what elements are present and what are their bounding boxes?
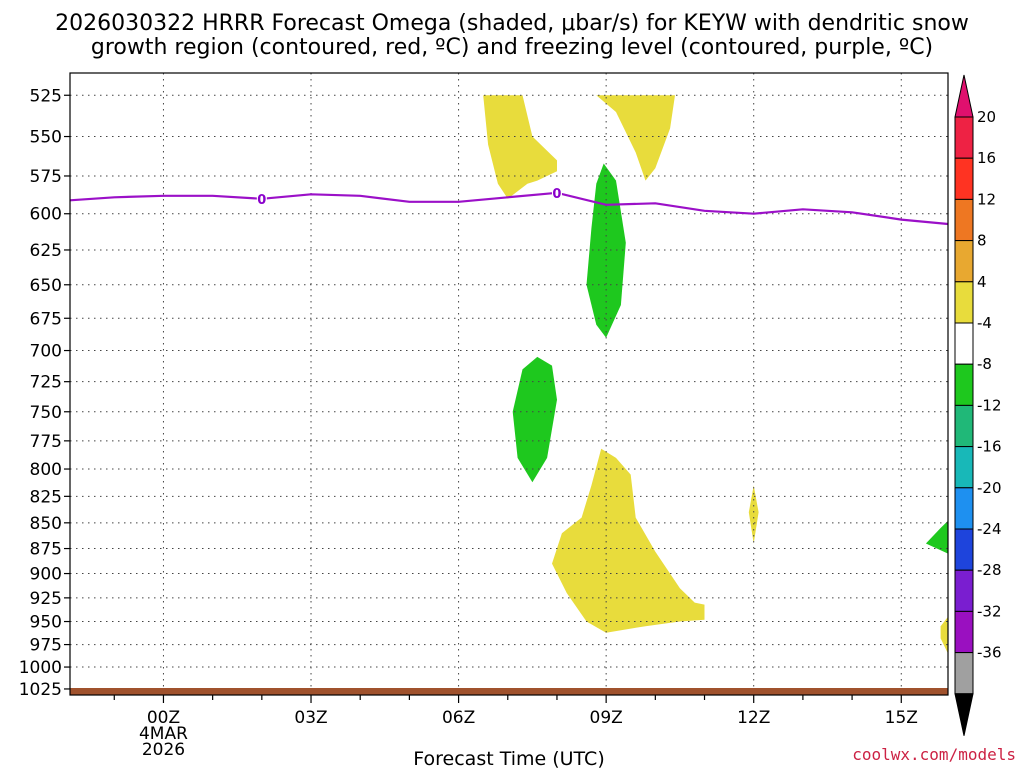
plot-frame	[69, 72, 949, 696]
freezing-label-0: 0	[257, 193, 266, 208]
colorbar-swatch-5	[954, 322, 974, 365]
colorbar-tick-0: 20	[977, 108, 996, 126]
omega-region-yellow-right-edge	[940, 616, 948, 654]
surface-bar	[70, 688, 948, 695]
x-year-label: 2026	[142, 740, 185, 760]
colorbar-tick-13: -36	[977, 644, 1002, 662]
omega-region-green-right-edge	[925, 520, 948, 554]
colorbar-tick-5: -4	[977, 314, 992, 332]
colorbar-swatch-11	[954, 569, 974, 612]
y-tick-label-875: 875	[30, 540, 62, 560]
x-date-label: 4MAR	[139, 724, 188, 744]
y-tick-label-975: 975	[30, 636, 62, 656]
colorbar-swatch-2	[954, 198, 974, 242]
omega-region-yellow-upper	[483, 95, 557, 199]
y-tick-label-700: 700	[30, 342, 62, 362]
chart-title-line2: growth region (contoured, red, ºC) and f…	[91, 35, 933, 60]
y-tick-label-650: 650	[30, 276, 62, 296]
x-axis-label: Forecast Time (UTC)	[413, 748, 604, 768]
colorbar-swatch-10	[954, 528, 974, 571]
omega-region-green-mid	[512, 356, 557, 483]
y-tick-label-550: 550	[30, 128, 62, 148]
y-tick-label-525: 525	[30, 86, 62, 106]
colorbar-tick-10: -24	[977, 520, 1002, 538]
omega-region-yellow-lower	[552, 448, 705, 633]
x-tick-label-03Z: 03Z	[294, 708, 327, 728]
colorbar-tick-11: -28	[977, 561, 1002, 579]
credit-text: coolwx.com/models	[852, 745, 1016, 764]
omega-region-yellow-upper-right	[596, 95, 675, 181]
colorbar-swatch-8	[954, 446, 974, 489]
y-tick-label-1025: 1025	[19, 680, 62, 700]
x-tick-label-06Z: 06Z	[442, 708, 475, 728]
x-tick-label-00Z: 00Z	[147, 708, 180, 728]
y-tick-label-950: 950	[30, 613, 62, 633]
colorbar-legend: 20 16 12 8 4 -4 -8 -12 -16 -20 -24 -28 -32 -36	[954, 74, 1002, 736]
colorbar-swatch-13	[954, 652, 974, 695]
omega-shaded-regions	[483, 95, 948, 654]
surface-ground-bar	[70, 688, 948, 695]
freezing-label-1: 0	[552, 187, 561, 202]
colorbar-tick-3: 8	[977, 232, 987, 250]
colorbar-swatch-4	[954, 281, 974, 324]
grid-lines	[70, 73, 948, 695]
colorbar-swatch-0	[954, 116, 974, 159]
y-tick-label-900: 900	[30, 565, 62, 585]
freezing-label-bg-0	[256, 190, 267, 206]
y-tick-label-775: 775	[30, 432, 62, 452]
colorbar-tick-9: -20	[977, 479, 1002, 497]
colorbar-tick-7: -12	[977, 396, 1002, 414]
colorbar-bottom-arrow	[954, 693, 974, 736]
y-tick-label-675: 675	[30, 309, 62, 329]
freezing-level-line	[69, 191, 949, 226]
y-tick-label-625: 625	[30, 241, 62, 261]
colorbar-tick-8: -16	[977, 438, 1002, 456]
x-tick-label-09Z: 09Z	[590, 708, 623, 728]
colorbar-tick-2: 12	[977, 190, 996, 208]
colorbar-tick-1: 16	[977, 149, 996, 167]
y-tick-label-725: 725	[30, 373, 62, 393]
y-tick-label-1000: 1000	[19, 658, 62, 678]
colorbar-tick-12: -32	[977, 602, 1002, 620]
colorbar-swatch-6	[954, 363, 974, 406]
y-tick-label-825: 825	[30, 487, 62, 507]
colorbar-swatch-7	[954, 404, 974, 448]
y-tick-label-750: 750	[30, 403, 62, 423]
colorbar-tick-4: 4	[977, 273, 987, 291]
x-tick-label-15Z: 15Z	[885, 708, 918, 728]
omega-region-green-top-09z	[586, 163, 626, 338]
y-tick-label-575: 575	[30, 167, 62, 187]
pressure-axis: 525 550 575 600 625 650 675 700 725 750 775 800 825 8…	[19, 86, 70, 700]
y-tick-label-800: 800	[30, 460, 62, 480]
chart-title-line1: 2026030322 HRRR Forecast Omega (shaded, …	[55, 11, 969, 36]
colorbar-swatch-9	[954, 487, 974, 530]
freezing-label-bg-1	[551, 184, 562, 200]
colorbar-swatch-12	[954, 610, 974, 654]
y-tick-label-850: 850	[30, 514, 62, 534]
y-tick-label-600: 600	[30, 205, 62, 225]
x-tick-label-12Z: 12Z	[737, 708, 770, 728]
colorbar-top-arrow	[954, 74, 974, 118]
colorbar-swatch-3	[954, 240, 974, 283]
colorbar-swatch-1	[954, 157, 974, 200]
omega-region-yellow-small-12z	[748, 485, 759, 544]
colorbar-tick-6: -8	[977, 355, 992, 373]
y-tick-label-925: 925	[30, 589, 62, 609]
